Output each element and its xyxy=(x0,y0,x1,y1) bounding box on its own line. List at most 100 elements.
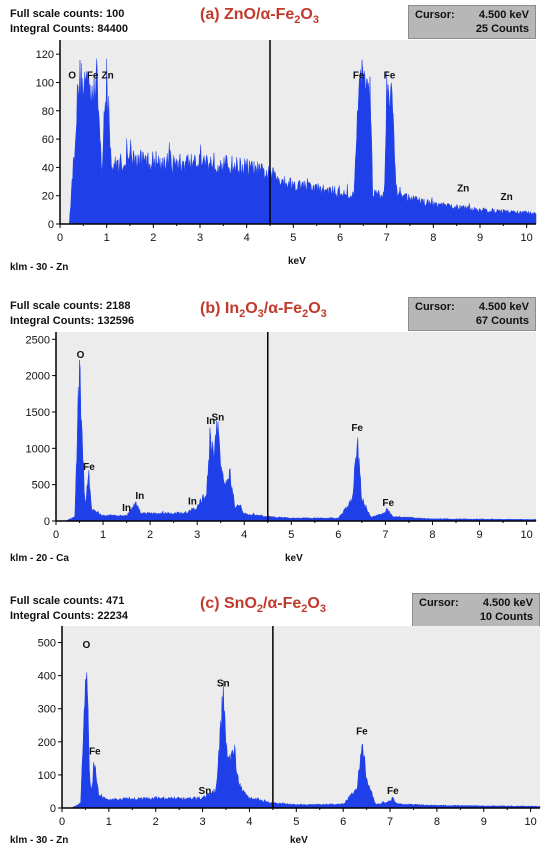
x-tick-label: 3 xyxy=(197,232,203,244)
x-axis-label: keV xyxy=(290,835,308,846)
x-tick-label: 7 xyxy=(384,232,390,244)
y-tick-label: 2500 xyxy=(26,334,50,346)
y-tick-label: 1000 xyxy=(26,443,50,455)
peak-label: O xyxy=(82,640,90,651)
full-scale-counts: Full scale counts: 471 xyxy=(10,595,125,607)
x-tick-label: 9 xyxy=(476,529,482,541)
x-axis-label: keV xyxy=(285,553,303,564)
panel-c: Full scale counts: 471 Integral Counts: … xyxy=(0,590,550,854)
peak-label: In xyxy=(206,416,215,427)
y-tick-label: 400 xyxy=(38,671,56,683)
x-tick-label: 9 xyxy=(481,816,487,828)
y-tick-label: 300 xyxy=(38,704,56,716)
x-tick-label: 1 xyxy=(100,529,106,541)
y-tick-label: 20 xyxy=(42,191,54,203)
x-tick-label: 6 xyxy=(340,816,346,828)
x-tick-label: 6 xyxy=(335,529,341,541)
x-tick-label: 1 xyxy=(104,232,110,244)
element-list: klm - 30 - Zn xyxy=(10,835,69,846)
x-tick-label: 5 xyxy=(290,232,296,244)
element-list: klm - 20 - Ca xyxy=(10,553,69,564)
peak-label: Fe xyxy=(83,462,95,473)
peak-label: Sn xyxy=(217,679,230,690)
peak-label: Fe xyxy=(353,70,365,81)
spectrum-series xyxy=(69,58,537,225)
x-tick-label: 8 xyxy=(434,816,440,828)
panel-title: (c) SnO2/α-Fe2O3 xyxy=(200,595,326,616)
y-tick-label: 120 xyxy=(36,49,54,61)
integral-counts: Integral Counts: 22234 xyxy=(10,610,128,622)
peak-label: Fe xyxy=(384,70,396,81)
x-axis-label: keV xyxy=(288,256,306,267)
x-tick-label: 5 xyxy=(293,816,299,828)
cursor-readout: Cursor: 4.500 keV 67 Counts xyxy=(408,297,536,331)
y-tick-label: 0 xyxy=(50,803,56,815)
full-scale-counts: Full scale counts: 100 xyxy=(10,8,125,20)
x-tick-label: 6 xyxy=(337,232,343,244)
x-tick-label: 8 xyxy=(430,232,436,244)
y-tick-label: 2000 xyxy=(26,371,50,383)
element-list: klm - 30 - Zn xyxy=(10,262,69,273)
panel-b: Full scale counts: 2188 Integral Counts:… xyxy=(0,295,550,575)
peak-label: Fe xyxy=(356,727,368,738)
x-tick-label: 5 xyxy=(288,529,294,541)
y-tick-label: 500 xyxy=(32,480,50,492)
y-tick-label: 1500 xyxy=(26,407,50,419)
x-tick-label: 4 xyxy=(246,816,252,828)
y-tick-label: 200 xyxy=(38,737,56,749)
panel-title: (a) ZnO/α-Fe2O3 xyxy=(200,6,319,27)
x-tick-label: 9 xyxy=(477,232,483,244)
peak-label: Fe xyxy=(387,786,399,797)
x-tick-label: 2 xyxy=(150,232,156,244)
info-block: Full scale counts: 2188 Integral Counts:… xyxy=(10,299,134,329)
x-tick-label: 7 xyxy=(382,529,388,541)
y-tick-label: 40 xyxy=(42,162,54,174)
plot-area xyxy=(56,332,536,521)
spectrum-series xyxy=(65,359,537,522)
y-tick-label: 500 xyxy=(38,638,56,650)
peak-label: Zn xyxy=(500,192,512,203)
x-tick-label: 10 xyxy=(521,232,533,244)
panel-a: Full scale counts: 100 Integral Counts: … xyxy=(0,0,550,280)
x-tick-label: 4 xyxy=(241,529,247,541)
y-tick-label: 80 xyxy=(42,106,54,118)
peak-label: In xyxy=(122,503,131,514)
peak-label: Fe xyxy=(87,70,99,81)
x-tick-label: 0 xyxy=(57,232,63,244)
peak-label: Zn xyxy=(457,184,469,195)
peak-label: Fe xyxy=(351,423,363,434)
spectrum-chart[interactable]: 0 500 1000 1500 2000 2500 0 1 2 3 4 5 6 7 8 9 10 O Fe In In I… xyxy=(0,295,550,550)
integral-counts: Integral Counts: 132596 xyxy=(10,315,135,327)
peak-label: In xyxy=(135,491,144,502)
y-tick-label: 60 xyxy=(42,134,54,146)
full-scale-counts: Full scale counts: 2188 xyxy=(10,300,131,312)
peak-label: In xyxy=(188,497,197,508)
spectrum-chart[interactable]: 0 100 200 300 400 500 0 1 2 3 4 5 6 7 8 9 10 O Fe Sn Sn Fe Fe xyxy=(0,590,550,828)
x-tick-label: 2 xyxy=(147,529,153,541)
x-tick-label: 1 xyxy=(106,816,112,828)
y-tick-label: 100 xyxy=(36,77,54,89)
x-tick-label: 7 xyxy=(387,816,393,828)
panel-title: (b) In2O3/α-Fe2O3 xyxy=(200,300,327,321)
info-block: Full scale counts: 471 Integral Counts: … xyxy=(10,594,128,624)
y-tick-label: 100 xyxy=(38,770,56,782)
cursor-readout: Cursor: 4.500 keV 25 Counts xyxy=(408,5,536,39)
info-block: Full scale counts: 100 Integral Counts: … xyxy=(10,7,128,37)
peak-label: Sn xyxy=(199,786,212,797)
cursor-readout: Cursor: 4.500 keV 10 Counts xyxy=(412,593,540,627)
peak-label: O xyxy=(77,350,85,361)
peak-label: Zn xyxy=(101,70,113,81)
x-tick-label: 4 xyxy=(244,232,250,244)
x-tick-label: 3 xyxy=(200,816,206,828)
integral-counts: Integral Counts: 84400 xyxy=(10,23,128,35)
y-tick-label: 0 xyxy=(48,219,54,231)
peak-label: Fe xyxy=(89,746,101,757)
x-tick-label: 2 xyxy=(153,816,159,828)
x-tick-label: 10 xyxy=(520,529,532,541)
x-tick-label: 0 xyxy=(59,816,65,828)
x-tick-label: 10 xyxy=(525,816,537,828)
x-tick-label: 0 xyxy=(53,529,59,541)
y-tick-label: 0 xyxy=(44,516,50,528)
x-tick-label: 8 xyxy=(429,529,435,541)
